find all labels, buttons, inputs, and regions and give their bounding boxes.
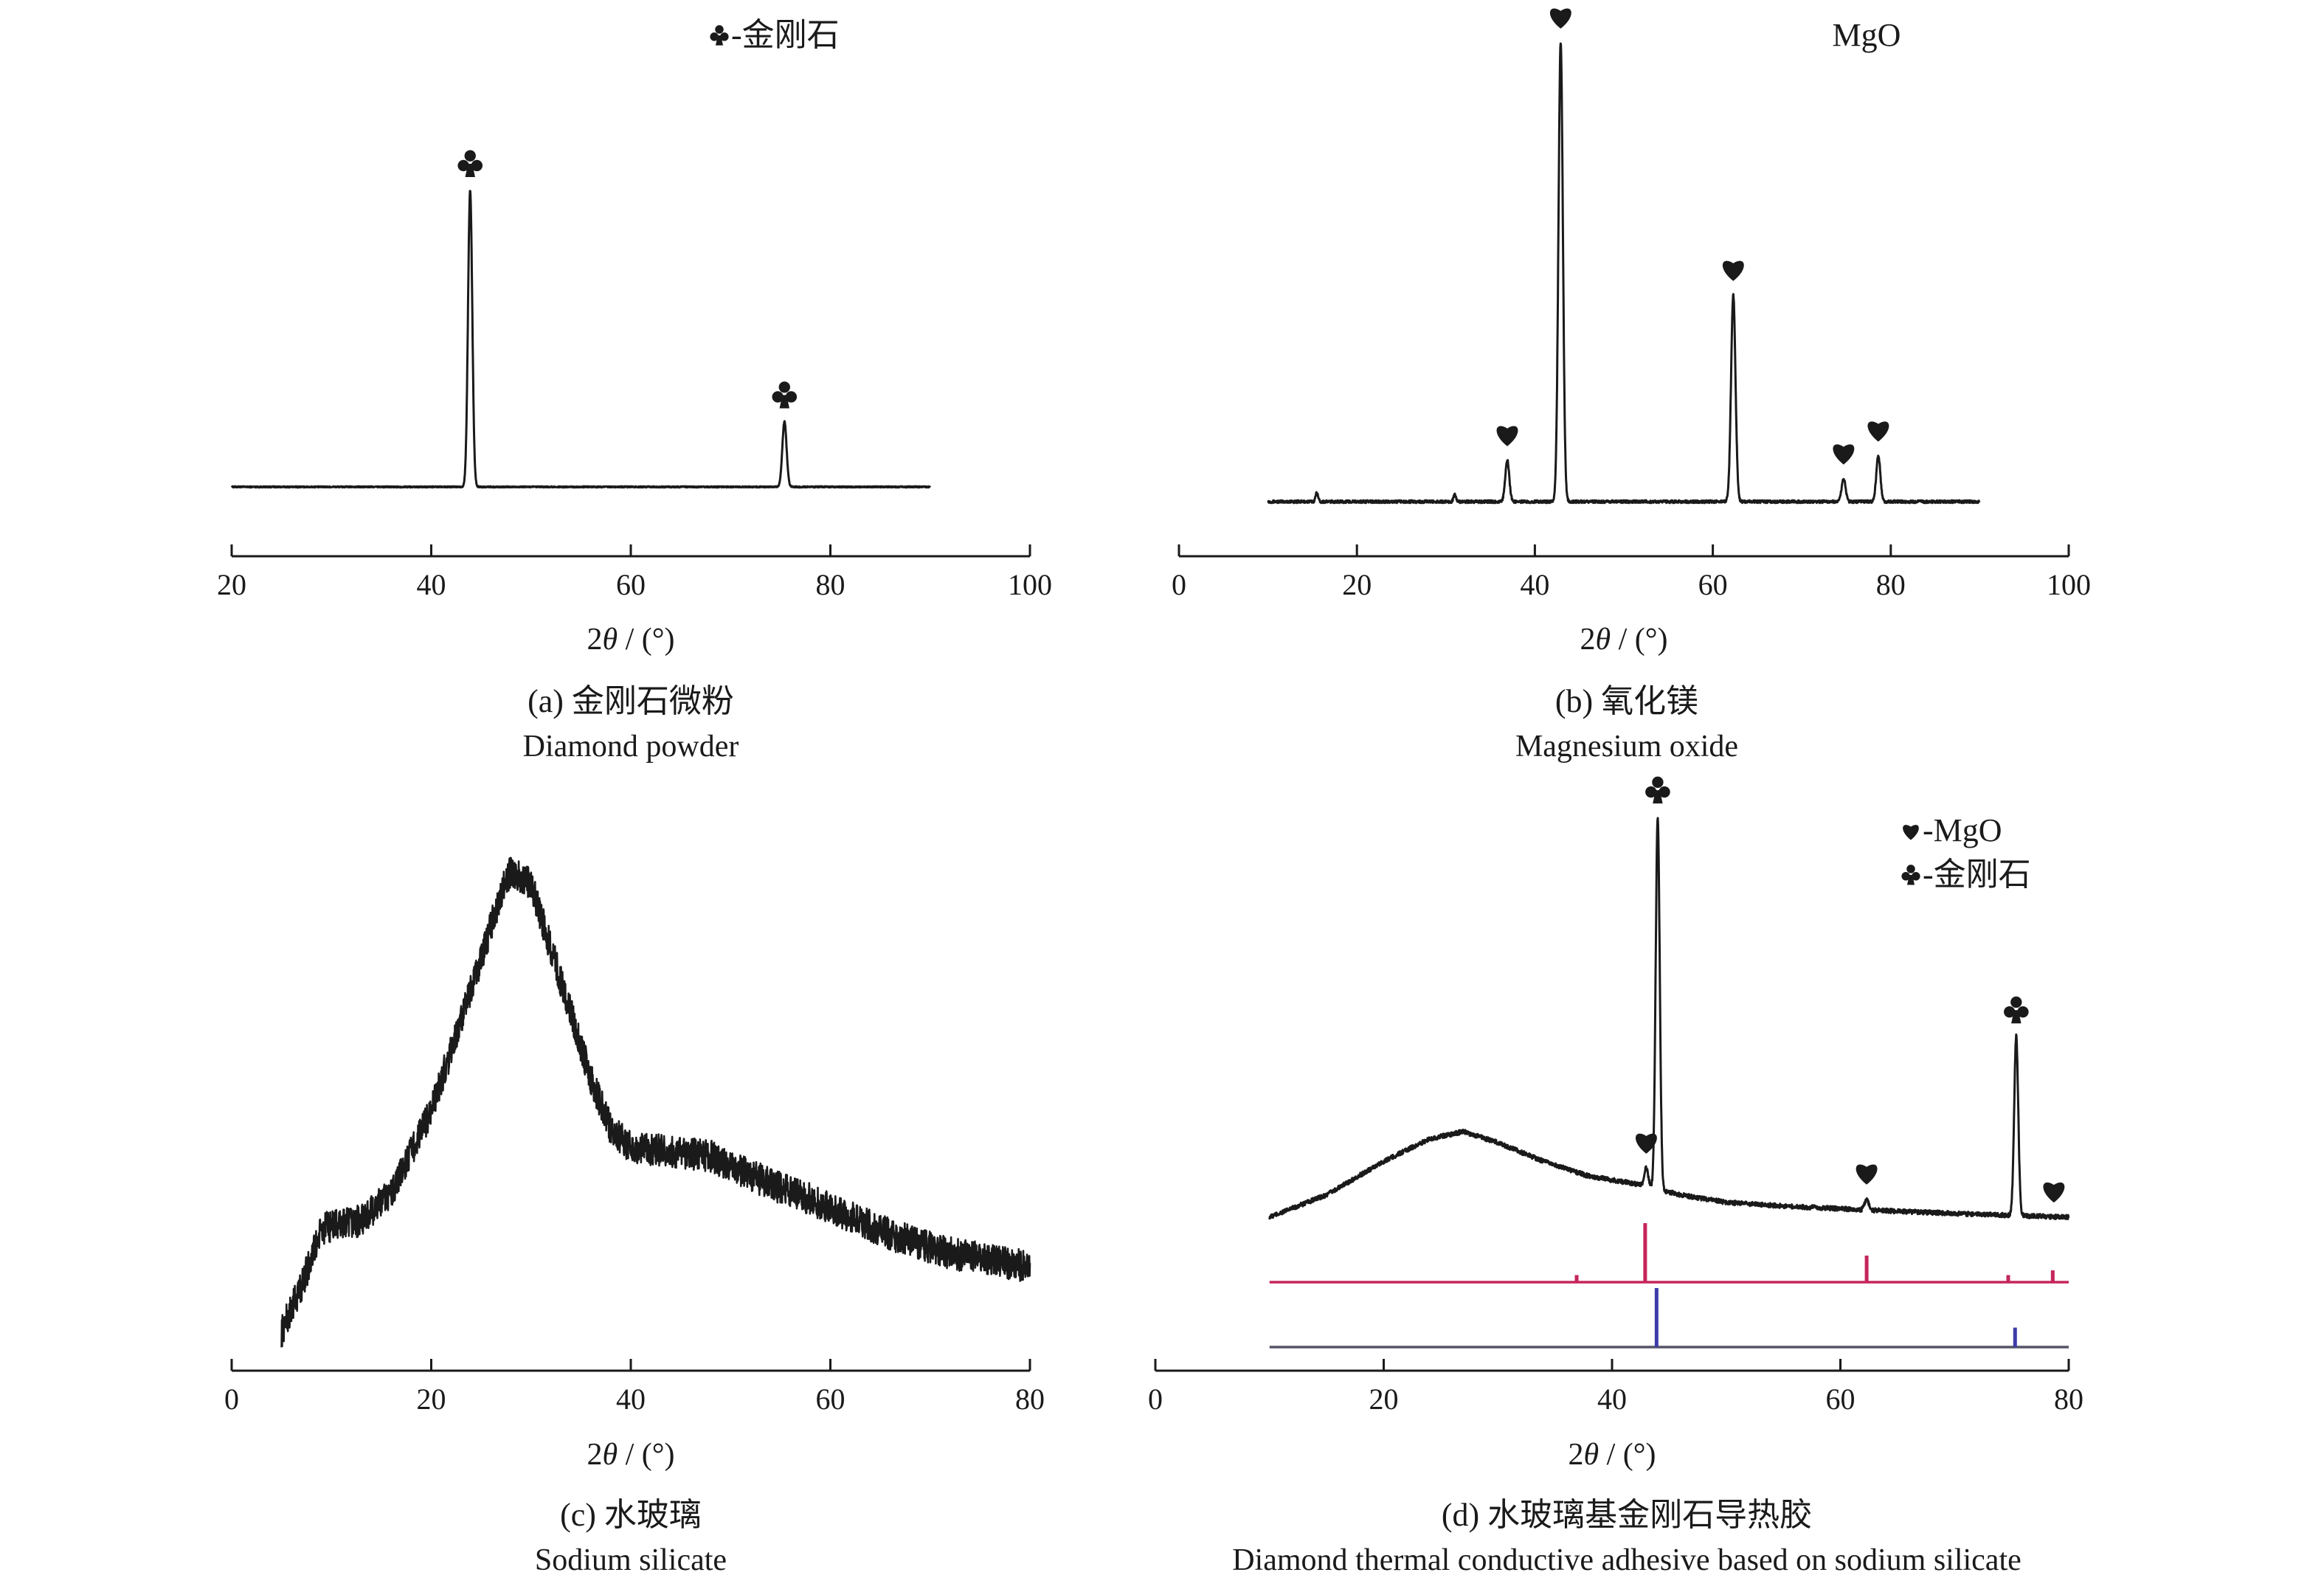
caption-cn: (d) 水玻璃基金刚石导热胶 — [1442, 1497, 1812, 1533]
x-axis-label: 2θ / (°) — [1568, 1438, 1656, 1472]
heart-peak-marker — [2043, 1182, 2065, 1203]
x-tick-label: 40 — [1520, 568, 1549, 601]
club-peak-marker — [1645, 776, 1670, 804]
caption-en: Sodium silicate — [535, 1543, 727, 1577]
legend-label: -金刚石 — [731, 17, 840, 53]
x-tick-label: 80 — [816, 568, 845, 601]
club-legend-icon — [710, 25, 729, 46]
xrd-pattern-line — [1268, 817, 2070, 1220]
x-tick-label: 0 — [1172, 568, 1186, 601]
x-tick-label: 80 — [1876, 568, 1906, 601]
x-axis-label: 2θ / (°) — [1580, 623, 1667, 657]
x-tick-label: 20 — [1342, 568, 1372, 601]
x-tick-label: 40 — [417, 568, 446, 601]
caption-cn: (a) 金刚石微粉 — [528, 683, 734, 719]
x-tick-label: 0 — [224, 1382, 239, 1416]
x-tick-label: 20 — [1369, 1382, 1399, 1416]
x-tick-label: 60 — [616, 568, 646, 601]
x-tick-label: 100 — [1008, 568, 1052, 601]
xrd-pattern-line — [230, 190, 932, 489]
heart-peak-marker — [1833, 444, 1855, 465]
xrd-pattern-line — [1267, 42, 1981, 505]
x-tick-label: 60 — [1698, 568, 1728, 601]
legend-label: MgO — [1833, 17, 1901, 53]
heart-peak-marker — [1496, 426, 1518, 446]
x-tick-label: 100 — [2047, 568, 2091, 601]
x-axis-label: 2θ / (°) — [587, 623, 674, 657]
legend-label: -金刚石 — [1923, 856, 2031, 893]
club-peak-marker — [457, 150, 483, 177]
x-tick-label: 60 — [1826, 1382, 1856, 1416]
panel-d-thermal-adhesive: 0 20 40 60 80 2θ / (°) (d) 水玻璃基金刚石导热胶 Diamond t… — [1148, 776, 2083, 1577]
x-tick-label: 20 — [417, 1382, 446, 1416]
heart-peak-marker — [1635, 1133, 1657, 1154]
panel-a-diamond-powder: 20 40 60 80 100 2θ / (°) (a) 金刚石微粉 Diamond powd… — [217, 17, 1052, 764]
caption-cn: (c) 水玻璃 — [560, 1497, 702, 1533]
x-axis-label: 2θ / (°) — [587, 1438, 674, 1472]
legend-label: -MgO — [1923, 812, 2002, 848]
heart-peak-marker — [1867, 421, 1889, 442]
panel-c-sodium-silicate: 0 20 40 60 80 2θ / (°) (c) 水玻璃 Sodium silicate — [224, 856, 1045, 1577]
caption-en: Diamond powder — [523, 730, 739, 764]
x-tick-label: 80 — [1015, 1382, 1045, 1416]
heart-peak-marker — [1856, 1164, 1878, 1185]
caption-en: Magnesium oxide — [1515, 730, 1738, 764]
x-tick-label: 60 — [816, 1382, 845, 1416]
heart-peak-marker — [1722, 260, 1744, 281]
club-legend-icon — [1901, 865, 1920, 885]
x-tick-label: 20 — [217, 568, 246, 601]
club-peak-marker — [2004, 996, 2029, 1024]
x-tick-label: 40 — [616, 1382, 646, 1416]
x-tick-label: 40 — [1597, 1382, 1627, 1416]
xrd-pattern-line — [280, 856, 1031, 1348]
heart-peak-marker — [1549, 8, 1571, 29]
panel-b-magnesium-oxide: 0 20 40 60 80 100 2θ / (°) (b) 氧化镁 Magnesium oxi… — [1172, 8, 2091, 764]
x-tick-label: 0 — [1148, 1382, 1163, 1416]
x-tick-label: 80 — [2054, 1382, 2083, 1416]
caption-en: Diamond thermal conductive adhesive base… — [1232, 1543, 2022, 1577]
caption-cn: (b) 氧化镁 — [1555, 683, 1698, 719]
club-peak-marker — [772, 381, 798, 409]
heart-legend-icon — [1903, 825, 1919, 840]
